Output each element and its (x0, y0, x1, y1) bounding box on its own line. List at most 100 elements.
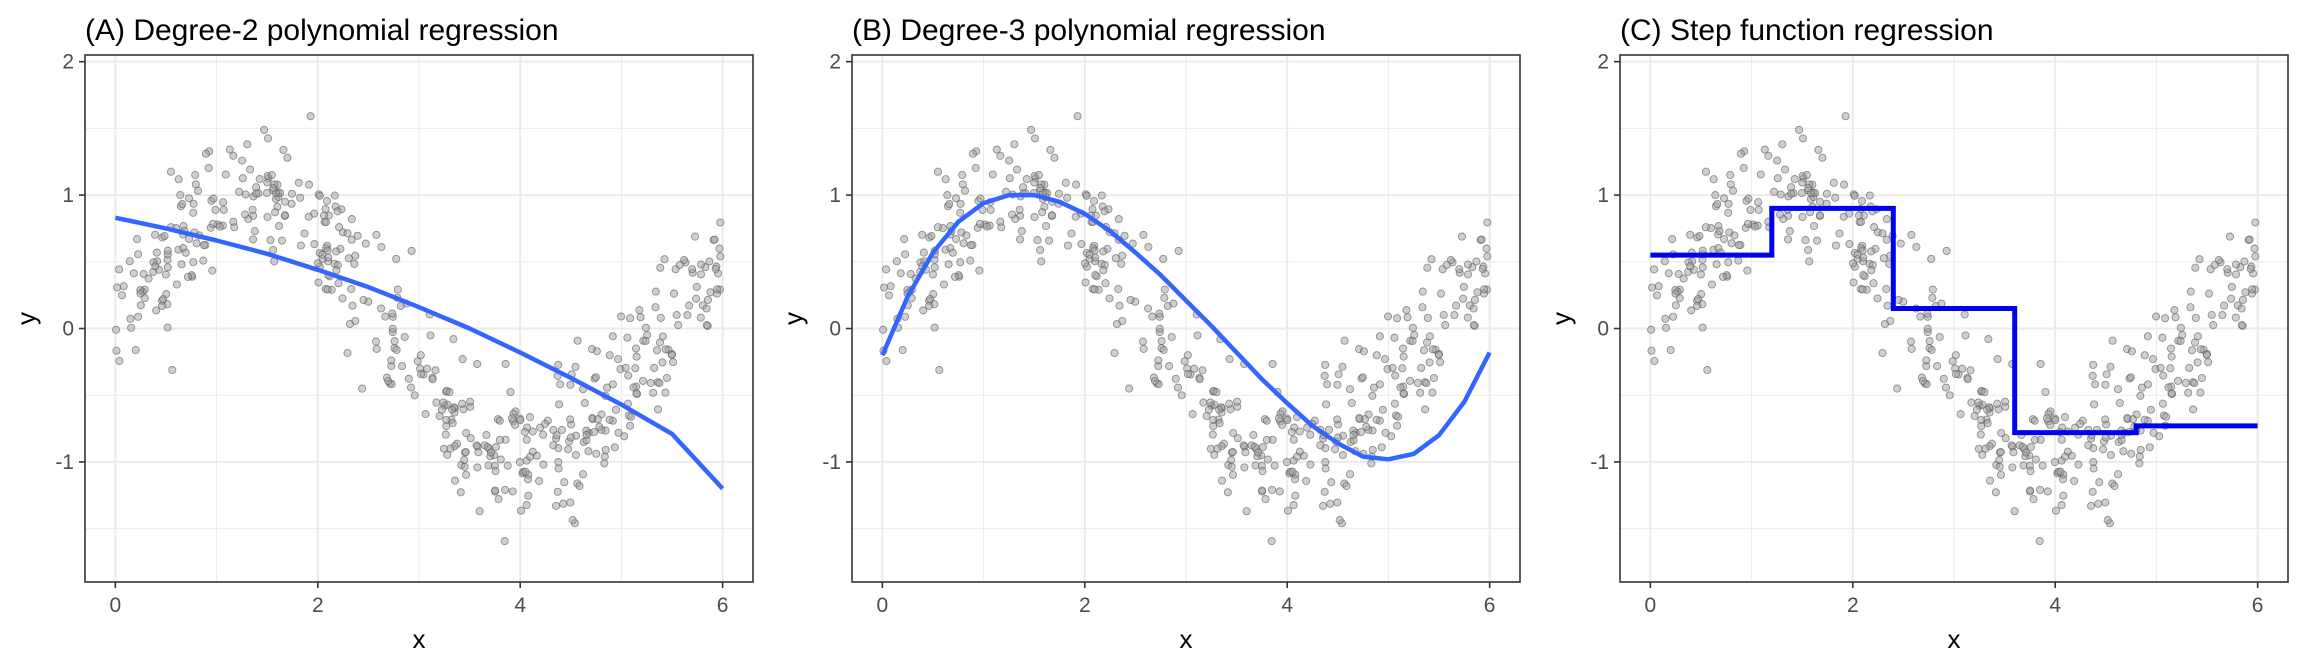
data-point (2248, 285, 2257, 294)
data-point (656, 263, 665, 272)
data-point (2101, 415, 2110, 424)
data-point (2103, 516, 2112, 525)
data-point (2128, 415, 2137, 424)
data-point (475, 507, 484, 516)
data-point (1063, 241, 1072, 250)
data-point (371, 337, 381, 346)
data-point (466, 434, 475, 443)
data-point (1008, 210, 1017, 219)
data-point (658, 332, 667, 341)
panel-1: 0 2 4 6 -1 0 1 2 x y (A) Degree-2 polynomial regre… (11, 14, 754, 654)
data-point (1450, 311, 1459, 320)
data-point (426, 331, 435, 340)
data-point (1250, 442, 1259, 451)
data-point (1923, 324, 1932, 333)
data-point (971, 163, 980, 173)
data-point (1849, 278, 1858, 287)
data-point (1734, 241, 1743, 250)
data-point (2184, 388, 2193, 397)
data-point (2152, 312, 2161, 321)
data-point (1442, 260, 1451, 269)
data-point (448, 419, 457, 428)
data-point (959, 239, 968, 248)
data-point (1802, 171, 1811, 180)
data-point (1835, 229, 1844, 238)
data-point (1961, 331, 1970, 340)
data-point (1698, 323, 1707, 332)
data-point (933, 167, 943, 176)
data-point (2030, 416, 2039, 425)
data-point (211, 205, 220, 214)
data-point (139, 269, 148, 279)
data-point (1805, 257, 1814, 266)
data-point (1650, 265, 1659, 274)
data-point (388, 324, 397, 333)
data-point (674, 321, 683, 330)
data-point (209, 194, 218, 203)
data-point (458, 399, 467, 408)
data-point (1459, 282, 1468, 291)
data-point (2056, 467, 2065, 476)
data-point (112, 346, 121, 355)
data-point (539, 430, 548, 439)
data-point (1306, 460, 1315, 469)
x-axis-title: x (1948, 624, 1961, 654)
data-point (445, 388, 454, 397)
data-point (1393, 314, 1402, 323)
data-point (966, 241, 975, 250)
data-point (1478, 264, 1487, 273)
data-point (1922, 356, 1931, 365)
data-point (1061, 178, 1070, 187)
data-point (1082, 191, 1091, 200)
data-point (1402, 306, 1411, 315)
x-tick-label: 2 (1847, 594, 1859, 617)
data-point (1882, 215, 1891, 224)
data-point (1326, 499, 1335, 508)
data-point (1081, 278, 1090, 287)
data-point (115, 356, 124, 366)
data-point (1223, 488, 1232, 497)
data-point (944, 260, 953, 269)
data-point (348, 301, 357, 310)
data-point (1041, 221, 1051, 231)
data-point (1217, 476, 1227, 485)
data-point (522, 501, 531, 510)
data-point (2099, 445, 2108, 454)
data-point (1698, 263, 1707, 272)
y-axis-title: y (1546, 312, 1576, 325)
data-point (1427, 255, 1436, 264)
data-point (377, 304, 386, 313)
data-point (1880, 319, 1889, 329)
data-point (641, 336, 650, 346)
data-point (506, 387, 515, 397)
data-point (621, 363, 630, 372)
data-point (1210, 450, 1219, 459)
data-point (1270, 461, 1279, 470)
data-point (918, 230, 927, 239)
data-point (900, 235, 909, 244)
data-point (2094, 499, 2103, 508)
data-point (617, 312, 626, 321)
data-point (1228, 470, 1238, 479)
x-tick-label: 0 (110, 594, 122, 617)
data-point (1241, 448, 1250, 457)
data-point (975, 266, 984, 275)
data-point (600, 459, 609, 468)
data-point (650, 363, 659, 372)
data-point (1739, 163, 1748, 173)
data-point (388, 309, 397, 318)
data-point (2030, 435, 2039, 444)
data-point (384, 376, 393, 386)
data-point (152, 248, 161, 257)
data-point (2161, 314, 2170, 323)
data-point (2070, 476, 2079, 486)
data-point (2140, 415, 2149, 424)
data-point (1804, 245, 1813, 255)
data-point (1719, 194, 1729, 203)
data-point (1046, 145, 1055, 154)
data-point (1408, 323, 1417, 332)
data-point (692, 294, 701, 303)
data-point (246, 165, 255, 174)
data-point (235, 187, 244, 196)
data-point (491, 486, 500, 495)
